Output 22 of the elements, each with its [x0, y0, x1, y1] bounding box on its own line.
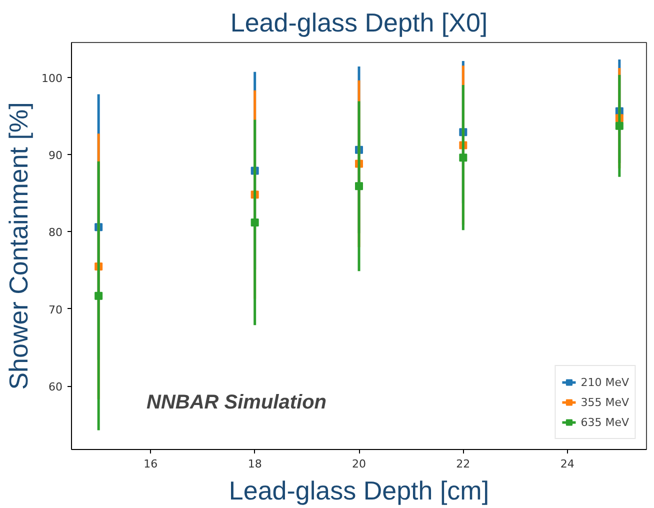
- y-tick-label: 90: [48, 148, 63, 162]
- y-tick-label: 70: [48, 303, 63, 316]
- y-tick-label: 60: [48, 380, 63, 394]
- x-tick-label: 24: [560, 458, 574, 470]
- chart-title: Lead-glass Depth [X0]: [230, 8, 488, 38]
- point: [94, 292, 103, 300]
- x-axis-title: Lead-glass Depth [cm]: [228, 476, 490, 506]
- point: [615, 122, 624, 130]
- x-tick-label: 22: [456, 458, 470, 470]
- y-tick-label: 100: [42, 72, 63, 85]
- x-tick-label: 18: [248, 458, 262, 470]
- y-tick-label: 80: [48, 226, 63, 240]
- x-tick-label: 16: [144, 458, 158, 470]
- point: [250, 218, 259, 226]
- point: [459, 154, 468, 162]
- legend-label: 635 MeV: [580, 416, 629, 428]
- point: [355, 182, 363, 190]
- legend-label: 355 MeV: [580, 396, 629, 408]
- annotation: NNBAR Simulation: [146, 392, 326, 414]
- y-axis-title: Shower Containment [%]: [4, 102, 34, 390]
- x-tick-label: 20: [352, 458, 366, 470]
- legend-label: 210 MeV: [580, 376, 629, 388]
